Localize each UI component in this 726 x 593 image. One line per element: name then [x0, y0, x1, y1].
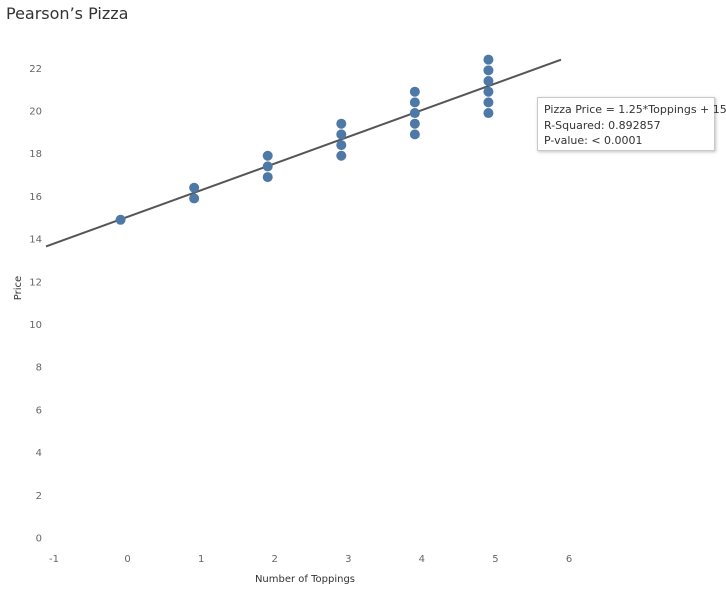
y-tick-label: 8 — [36, 363, 42, 374]
data-point[interactable] — [262, 172, 273, 183]
data-point[interactable] — [262, 150, 273, 161]
x-tick-label: 4 — [419, 554, 425, 565]
data-point[interactable] — [483, 108, 494, 119]
y-tick-label: 10 — [29, 320, 42, 331]
data-point[interactable] — [336, 150, 347, 161]
data-point[interactable] — [336, 140, 347, 151]
tooltip-equation: Pizza Price = 1.25*Toppings + 15 — [544, 103, 726, 116]
x-axis-title: Number of Toppings — [255, 574, 355, 585]
data-point[interactable] — [336, 129, 347, 140]
y-tick-label: 14 — [29, 235, 42, 246]
trend-line — [45, 58, 562, 248]
data-point[interactable] — [483, 65, 494, 76]
data-point[interactable] — [409, 118, 420, 129]
tooltip-r-squared: R-Squared: 0.892857 — [544, 118, 661, 132]
data-points — [115, 54, 494, 225]
data-point[interactable] — [409, 97, 420, 108]
y-axis-title: Price — [13, 276, 24, 300]
y-tick-label: 12 — [29, 277, 42, 288]
data-point[interactable] — [483, 76, 494, 87]
y-tick-label: 16 — [29, 192, 42, 203]
data-point[interactable] — [262, 161, 273, 172]
data-point[interactable] — [189, 193, 200, 204]
y-tick-label: 2 — [36, 491, 42, 502]
y-axis-ticks: 0 2 4 6 8 10 12 14 16 18 20 22 — [29, 64, 42, 545]
y-tick-label: 20 — [29, 107, 42, 118]
data-point[interactable] — [483, 97, 494, 108]
x-tick-label: 3 — [345, 554, 351, 565]
data-point[interactable] — [115, 214, 126, 225]
x-tick-label: 2 — [272, 554, 278, 565]
trend-line-tooltip: Pizza Price = 1.25*Toppings + 15 R-Squar… — [537, 97, 726, 151]
tooltip-p-value: P-value: < 0.0001 — [544, 134, 643, 147]
x-tick-label: -1 — [49, 554, 59, 565]
y-tick-label: 0 — [36, 534, 42, 545]
x-tick-label: 0 — [124, 554, 130, 565]
data-point[interactable] — [336, 118, 347, 129]
x-tick-label: 1 — [198, 554, 204, 565]
data-point[interactable] — [483, 54, 494, 65]
data-point[interactable] — [409, 86, 420, 97]
x-tick-label: 5 — [492, 554, 498, 565]
x-tick-label: 6 — [566, 554, 572, 565]
x-axis-ticks: -1 0 1 2 3 4 5 6 — [49, 554, 572, 565]
y-tick-label: 4 — [36, 448, 42, 459]
data-point[interactable] — [189, 182, 200, 193]
data-point[interactable] — [409, 108, 420, 119]
y-tick-label: 22 — [29, 64, 42, 75]
data-point[interactable] — [483, 86, 494, 97]
data-point[interactable] — [409, 129, 420, 140]
chart-title: Pearson’s Pizza — [6, 4, 129, 23]
y-tick-label: 18 — [29, 149, 42, 160]
y-tick-label: 6 — [36, 405, 42, 416]
